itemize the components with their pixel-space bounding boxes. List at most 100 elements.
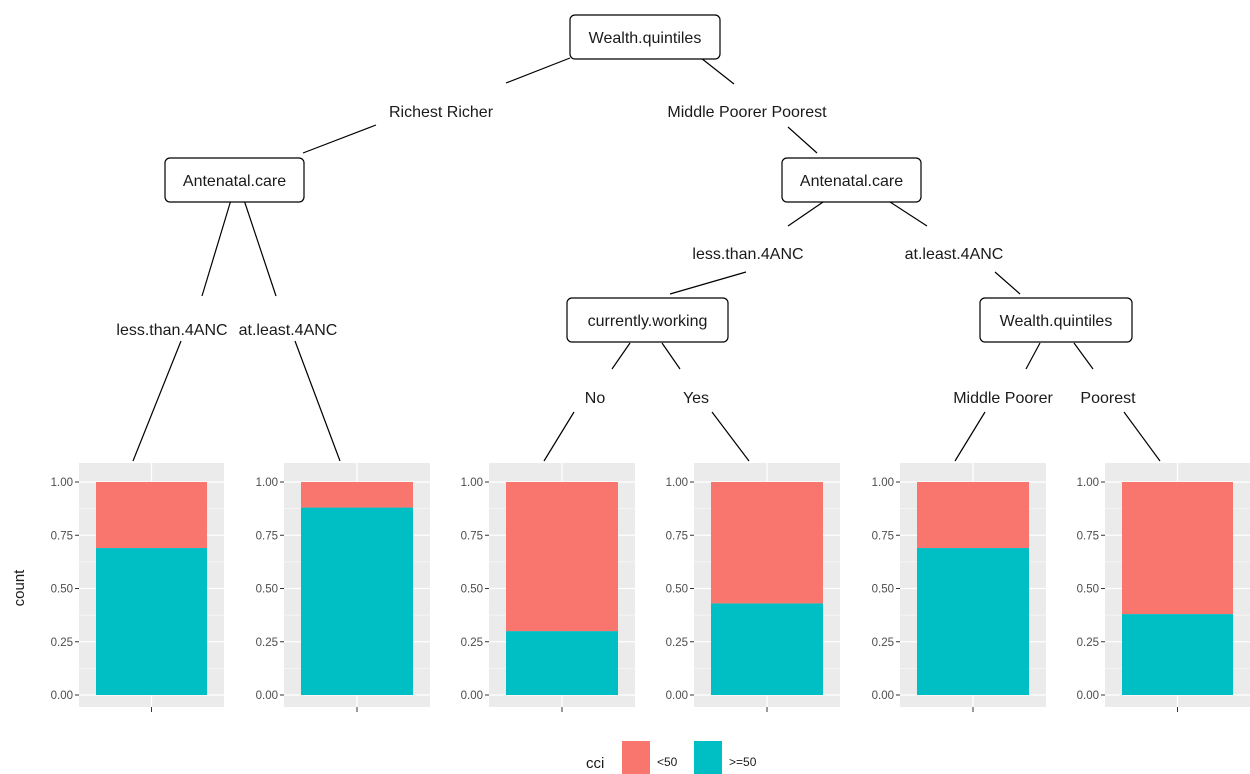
- tree-edge-3: [700, 57, 735, 85]
- legend-swatch: [694, 741, 722, 774]
- leaf-panel-2: 0.00 0.25 0.50 0.75 1.00: [256, 463, 430, 712]
- leaf-panel-1: 0.00 0.25 0.50 0.75 1.00: [51, 463, 224, 712]
- edge-label-e10: Poorest: [1080, 390, 1136, 407]
- tree-node-n4: currently.working: [566, 297, 729, 343]
- legend-label: <50: [657, 755, 678, 769]
- edge-label-e9: Middle Poorer: [953, 390, 1053, 407]
- tree-edges: [132, 57, 1161, 462]
- tree-edge-1: [505, 57, 571, 84]
- y-tick-label: 0.00: [51, 690, 73, 702]
- y-tick-label: 0.50: [256, 584, 278, 596]
- tree-node-label: Antenatal.care: [800, 173, 903, 190]
- legend-title: cci: [586, 755, 604, 772]
- tree-edge-7: [243, 199, 277, 297]
- edge-label-e1: Richest Richer: [389, 104, 494, 121]
- y-tick-label: 0.75: [1077, 530, 1099, 542]
- tree-edge-19: [1073, 342, 1094, 370]
- tree-nodes: Wealth.quintiles Antenatal.care Antenatal.…: [164, 14, 1133, 343]
- legend: cci <50 >=50: [586, 741, 757, 774]
- y-tick-label: 0.75: [51, 530, 73, 542]
- tree-edge-labels: Richest Richer Middle Poorer Poorest less.…: [116, 104, 1136, 407]
- bar-segment-ge50: [711, 603, 823, 695]
- y-tick-label: 0.00: [1077, 690, 1099, 702]
- bar-segment-ge50: [1122, 614, 1233, 695]
- edge-label-e5: less.than.4ANC: [692, 246, 803, 263]
- y-tick-label: 0.50: [51, 584, 73, 596]
- y-tick-label: 0.75: [461, 530, 483, 542]
- tree-node-box: [569, 14, 721, 60]
- bar-segment-lt50: [711, 482, 823, 604]
- y-tick-label: 0.25: [256, 637, 278, 649]
- leaf-panel-6: 0.00 0.25 0.50 0.75 1.00: [1077, 463, 1250, 712]
- bar-segment-ge50: [96, 548, 207, 695]
- y-tick-label: 0.50: [1077, 584, 1099, 596]
- tree-node-label: currently.working: [588, 313, 708, 330]
- y-tick-label: 1.00: [872, 477, 894, 489]
- y-tick-label: 0.00: [666, 690, 688, 702]
- edge-label-e2: Middle Poorer Poorest: [667, 104, 827, 121]
- legend-swatch: [622, 741, 650, 774]
- y-tick-label: 0.00: [461, 690, 483, 702]
- y-tick-label: 0.75: [666, 530, 688, 542]
- y-tick-label: 0.00: [256, 690, 278, 702]
- leaf-panel-3: 0.00 0.25 0.50 0.75 1.00: [461, 463, 635, 712]
- tree-node-box: [979, 297, 1133, 343]
- y-axis-title: count: [11, 569, 28, 607]
- label-overlap-mask: [229, 316, 233, 338]
- tree-node-label: Wealth.quintiles: [589, 30, 702, 47]
- leaf-panel-5: 0.00 0.25 0.50 0.75 1.00: [872, 463, 1046, 712]
- tree-edge-16: [711, 411, 750, 462]
- tree-edge-18: [954, 411, 986, 462]
- y-tick-label: 0.25: [461, 637, 483, 649]
- edge-label-e7: No: [585, 390, 606, 407]
- y-tick-label: 1.00: [666, 477, 688, 489]
- tree-edge-10: [669, 271, 747, 295]
- tree-edge-20: [1123, 411, 1161, 462]
- tree-edge-15: [661, 342, 681, 370]
- y-tick-label: 0.75: [256, 530, 278, 542]
- bar-segment-lt50: [917, 482, 1029, 549]
- tree-node-box: [164, 157, 305, 203]
- y-tick-label: 0.50: [666, 584, 688, 596]
- edge-label-e3: less.than.4ANC: [116, 322, 227, 339]
- leaf-bar-panels: 0.00 0.25 0.50 0.75 1.00 0.00 0.25 0.50 0.75 1.00…: [51, 463, 1250, 712]
- tree-edge-11: [886, 199, 928, 227]
- tree-edge-8: [294, 340, 341, 462]
- tree-node-n2: Antenatal.care: [164, 157, 305, 203]
- tree-node-n5: Wealth.quintiles: [979, 297, 1133, 343]
- tree-node-n3: Antenatal.care: [781, 157, 922, 203]
- y-tick-label: 0.25: [666, 637, 688, 649]
- y-tick-label: 0.00: [872, 690, 894, 702]
- y-tick-label: 0.25: [1077, 637, 1099, 649]
- bar-segment-ge50: [301, 507, 413, 695]
- tree-edge-4: [787, 126, 818, 154]
- tree-node-n1: Wealth.quintiles: [569, 14, 721, 60]
- tree-edge-14: [543, 411, 575, 462]
- tree-node-box: [781, 157, 922, 203]
- tree-edge-12: [994, 271, 1021, 295]
- y-tick-label: 1.00: [256, 477, 278, 489]
- y-tick-label: 0.25: [51, 637, 73, 649]
- y-tick-label: 1.00: [1077, 477, 1099, 489]
- edge-label-e6: at.least.4ANC: [905, 246, 1004, 263]
- tree-edge-6: [132, 340, 182, 462]
- legend-label: >=50: [729, 755, 757, 769]
- bar-segment-lt50: [1122, 482, 1233, 615]
- edge-label-e4: at.least.4ANC: [239, 322, 338, 339]
- tree-edge-13: [611, 342, 631, 370]
- y-tick-label: 0.75: [872, 530, 894, 542]
- y-tick-label: 0.50: [461, 584, 483, 596]
- y-tick-label: 1.00: [51, 477, 73, 489]
- tree-edge-2: [302, 124, 377, 154]
- bar-segment-lt50: [506, 482, 618, 632]
- bar-segment-ge50: [506, 631, 618, 695]
- legend-item-2: >=50: [694, 741, 757, 774]
- edge-label-e8: Yes: [683, 390, 709, 407]
- leaf-panel-4: 0.00 0.25 0.50 0.75 1.00: [666, 463, 840, 712]
- tree-node-label: Wealth.quintiles: [1000, 313, 1113, 330]
- bar-segment-lt50: [96, 482, 207, 549]
- legend-item-1: <50: [622, 741, 678, 774]
- bar-segment-ge50: [917, 548, 1029, 695]
- tree-edge-5: [201, 199, 232, 297]
